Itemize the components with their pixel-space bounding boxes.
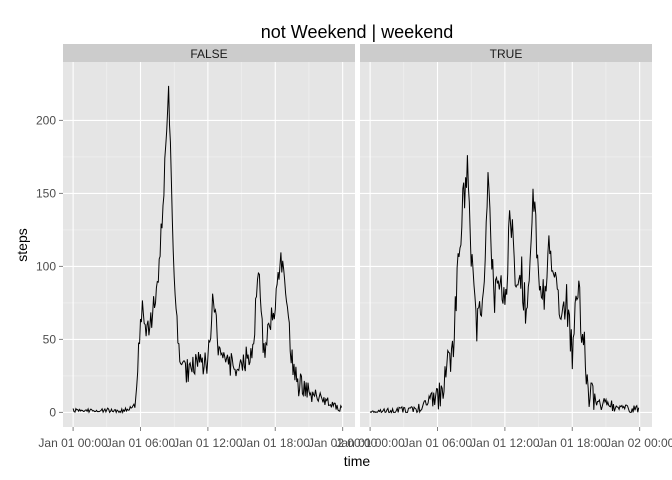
panel-background xyxy=(63,62,355,427)
facet-panels: FALSE TRUE xyxy=(63,44,652,427)
x-tick-label: Jan 01 18:00 xyxy=(538,436,608,450)
facet-panel-false: FALSE xyxy=(63,44,355,427)
x-tick-label: Jan 01 00:00 xyxy=(335,436,405,450)
x-axis-title: time xyxy=(344,453,371,469)
y-tick-label: 200 xyxy=(36,113,56,127)
x-tick-label: Jan 01 06:00 xyxy=(403,436,473,450)
y-tick-label: 50 xyxy=(43,332,57,346)
chart-title: not Weekend | weekend xyxy=(261,22,453,42)
facet-strip xyxy=(63,44,355,62)
y-tick-label: 150 xyxy=(36,186,56,200)
y-tick-label: 0 xyxy=(49,405,56,419)
x-tick-label: Jan 01 00:00 xyxy=(38,436,108,450)
x-tick-label: Jan 01 18:00 xyxy=(241,436,311,450)
series-line-true xyxy=(369,155,640,414)
x-tick-label: Jan 01 12:00 xyxy=(470,436,540,450)
facet-strip-label: FALSE xyxy=(190,47,227,61)
y-tick-label: 100 xyxy=(36,259,56,273)
facet-strip xyxy=(360,44,652,62)
x-tick-label: Jan 02 00:00 xyxy=(308,436,378,450)
x-tick-label: Jan 01 12:00 xyxy=(173,436,243,450)
panel-background xyxy=(360,62,652,427)
x-tick-label: Jan 02 00:00 xyxy=(605,436,672,450)
y-axis-title: steps xyxy=(14,228,30,261)
x-tick-label: Jan 01 06:00 xyxy=(106,436,176,450)
facet-strip-label: TRUE xyxy=(490,47,523,61)
facet-panel-true: TRUE xyxy=(360,44,652,427)
y-axis: 0 50 100 150 200 xyxy=(36,113,63,419)
series-line-false xyxy=(72,85,343,415)
